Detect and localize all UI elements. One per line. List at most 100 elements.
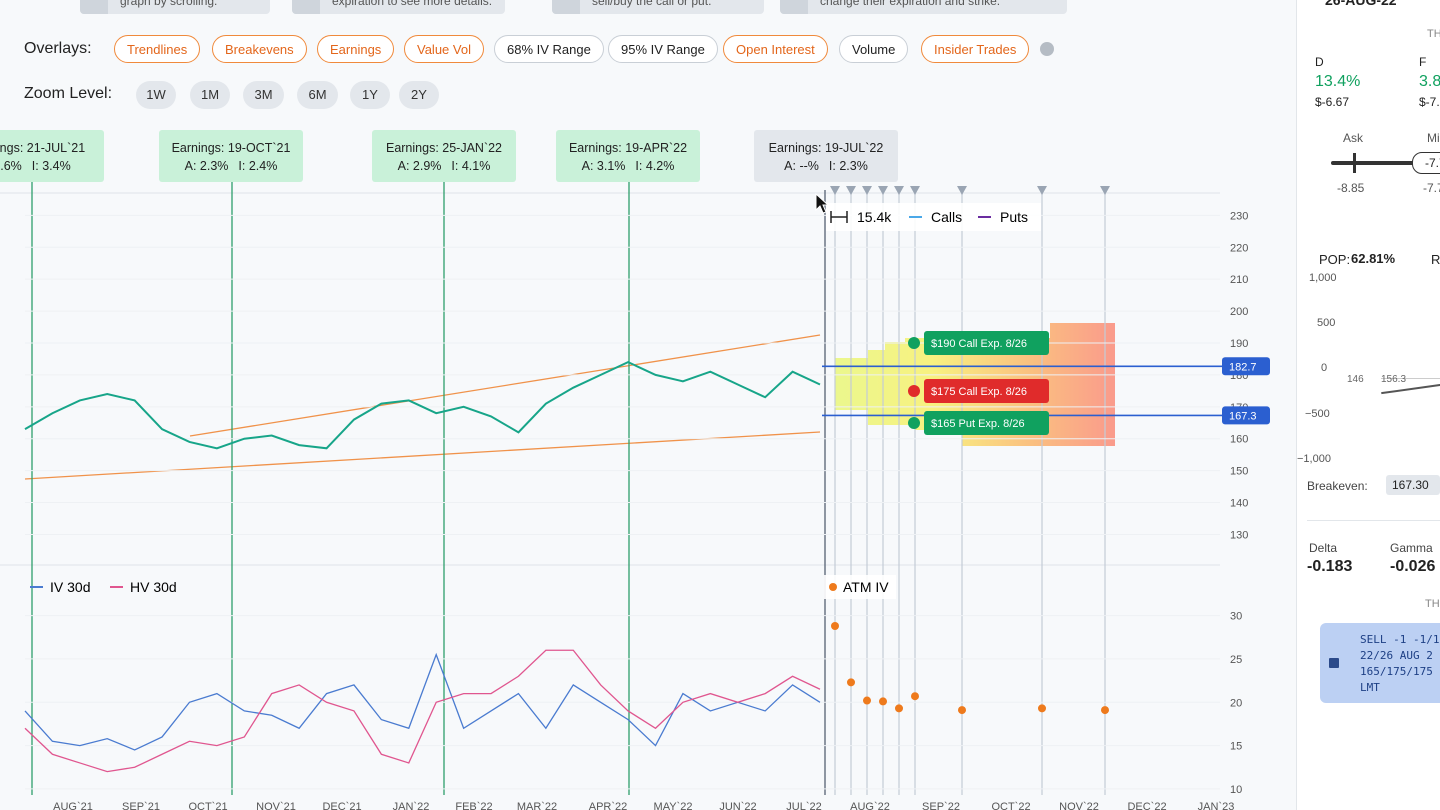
- order-box[interactable]: SELL -1 -1/1 22/26 AUG 2 165/175/175 LMT: [1320, 623, 1440, 703]
- earnings-row: A: 3.1% I: 4.2%: [556, 159, 700, 173]
- zoom-button[interactable]: 6M: [297, 81, 338, 109]
- price-tag: [1222, 357, 1270, 376]
- earnings-a: A: 2.3%: [184, 159, 229, 173]
- zoom-button[interactable]: 3M: [243, 81, 284, 109]
- earnings-row: 0.6% I: 3.4%: [0, 159, 104, 173]
- vol-line: [24, 649, 821, 773]
- slider-knob: [1353, 153, 1356, 173]
- x-tick-label: JAN`22: [393, 801, 430, 810]
- earnings-title: Earnings: 25-JAN`22: [385, 141, 503, 155]
- earnings-row: A: --% I: 2.3%: [754, 159, 898, 173]
- legend-label: ATM IV: [843, 579, 889, 595]
- expiry-marker: [1100, 186, 1110, 195]
- expiry-marker: [830, 186, 840, 195]
- panel-text: 62.81%: [1351, 251, 1396, 266]
- x-tick-label: DEC`22: [1127, 801, 1166, 810]
- earnings-title: arnings: 21-JUL`21: [0, 141, 86, 155]
- leg-dot: [908, 417, 920, 429]
- expiry-marker: [862, 186, 872, 195]
- legend-label: HV 30d: [130, 579, 177, 595]
- overlay-button[interactable]: Volume: [839, 35, 909, 63]
- expiry-marker: [957, 186, 967, 195]
- x-tick-label: FEB`22: [455, 801, 492, 810]
- overlay-button[interactable]: Open Interest: [723, 35, 828, 63]
- panel-text: 1,000: [1309, 272, 1337, 284]
- panel-text: 26-AUG-22: [1325, 0, 1397, 8]
- earnings-i: I: 2.3%: [828, 159, 868, 173]
- slider: [1331, 161, 1440, 165]
- panel-text: Breakeven:: [1307, 479, 1368, 493]
- earnings-box: Earnings: 19-APR`22 A: 3.1% I: 4.2%: [556, 130, 700, 182]
- legend-size-icon: [830, 211, 848, 223]
- x-tick-label: MAY`22: [654, 801, 693, 810]
- atm-iv-point: [958, 706, 966, 715]
- x-tick-label: AUG`21: [53, 801, 93, 810]
- panel-text: $-7.: [1419, 95, 1440, 109]
- panel-text: Mi: [1427, 131, 1440, 145]
- zoom-button[interactable]: 1W: [136, 81, 176, 109]
- order-line: 22/26 AUG 2: [1360, 649, 1433, 662]
- price-tag-label: 167.3: [1229, 410, 1257, 422]
- x-tick-label: OCT`22: [991, 801, 1030, 810]
- overlay-button[interactable]: Trendlines: [114, 35, 201, 63]
- atm-iv-point: [879, 697, 887, 706]
- price-tag: [1222, 406, 1270, 425]
- panel-text: 500: [1317, 317, 1336, 329]
- panel-text: 146: [1347, 374, 1364, 385]
- atm-iv-point: [1101, 706, 1109, 715]
- x-tick-label: AUG`22: [850, 801, 890, 810]
- earnings-i: I: 4.1%: [451, 159, 491, 173]
- zoom-button[interactable]: 2Y: [399, 81, 439, 109]
- overlay-button[interactable]: 68% IV Range: [494, 35, 604, 63]
- y-tick-label: 220: [1230, 242, 1248, 254]
- leg-label: $165 Put Exp. 8/26: [931, 418, 1025, 430]
- overlay-button[interactable]: Breakevens: [212, 35, 307, 63]
- tip-icon: [292, 0, 320, 14]
- legend-calls: Calls: [931, 209, 962, 225]
- panel-text: −1,000: [1297, 453, 1331, 465]
- price-line: [24, 361, 821, 450]
- price-tag-label: 182.7: [1229, 361, 1257, 373]
- earnings-a: A: 3.1%: [581, 159, 626, 173]
- y-tick-label: 190: [1230, 338, 1248, 350]
- x-tick-label: APR`22: [589, 801, 628, 810]
- y-tick-label: 25: [1230, 654, 1242, 666]
- overlay-button[interactable]: Value Vol: [404, 35, 484, 63]
- x-tick-label: SEP`21: [122, 801, 160, 810]
- tip-text: graph by scrolling.: [120, 0, 218, 8]
- panel-text: POP:: [1319, 252, 1351, 267]
- copy-icon: [1329, 658, 1339, 668]
- earnings-a: A: --%: [784, 159, 819, 173]
- earnings-box: Earnings: 19-OCT`21 A: 2.3% I: 2.4%: [159, 130, 303, 182]
- x-tick-label: NOV`21: [256, 801, 296, 810]
- tip-icon: [80, 0, 108, 14]
- leg-label-box: [924, 411, 1049, 435]
- legend-size: 15.4k: [857, 209, 892, 225]
- leg-label: $190 Call Exp. 8/26: [931, 338, 1027, 350]
- zoom-button[interactable]: 1Y: [350, 81, 390, 109]
- earnings-title: Earnings: 19-OCT`21: [171, 141, 291, 155]
- trendline: [24, 431, 821, 480]
- panel-text: 156.3: [1381, 374, 1407, 385]
- x-tick-label: MAR`22: [517, 801, 557, 810]
- legend-puts: Puts: [1000, 209, 1028, 225]
- earnings-a: 0.6%: [0, 159, 22, 173]
- y-tick-label: 30: [1230, 611, 1242, 623]
- x-tick-label: NOV`22: [1059, 801, 1099, 810]
- zoom-button[interactable]: 1M: [190, 81, 230, 109]
- earnings-i: I: 2.4%: [238, 159, 278, 173]
- panel-text: 13.4%: [1315, 73, 1361, 90]
- overlay-button[interactable]: Insider Trades: [921, 35, 1030, 63]
- tip-icon: [552, 0, 580, 14]
- overlay-button[interactable]: 95% IV Range: [608, 35, 718, 63]
- earnings-box: arnings: 21-JUL`21 0.6% I: 3.4%: [0, 130, 104, 182]
- tip: sell/buy the call or put.: [552, 0, 764, 14]
- leg-label-box: [924, 331, 1049, 355]
- be-value: 167.30: [1392, 478, 1429, 492]
- order-line: SELL -1 -1/1: [1360, 633, 1440, 646]
- panel-text: -8.85: [1337, 181, 1365, 195]
- mid-box: -7.7: [1412, 152, 1440, 174]
- overlay-button[interactable]: Earnings: [317, 35, 395, 63]
- tip-text: expiration to see more details.: [332, 0, 493, 8]
